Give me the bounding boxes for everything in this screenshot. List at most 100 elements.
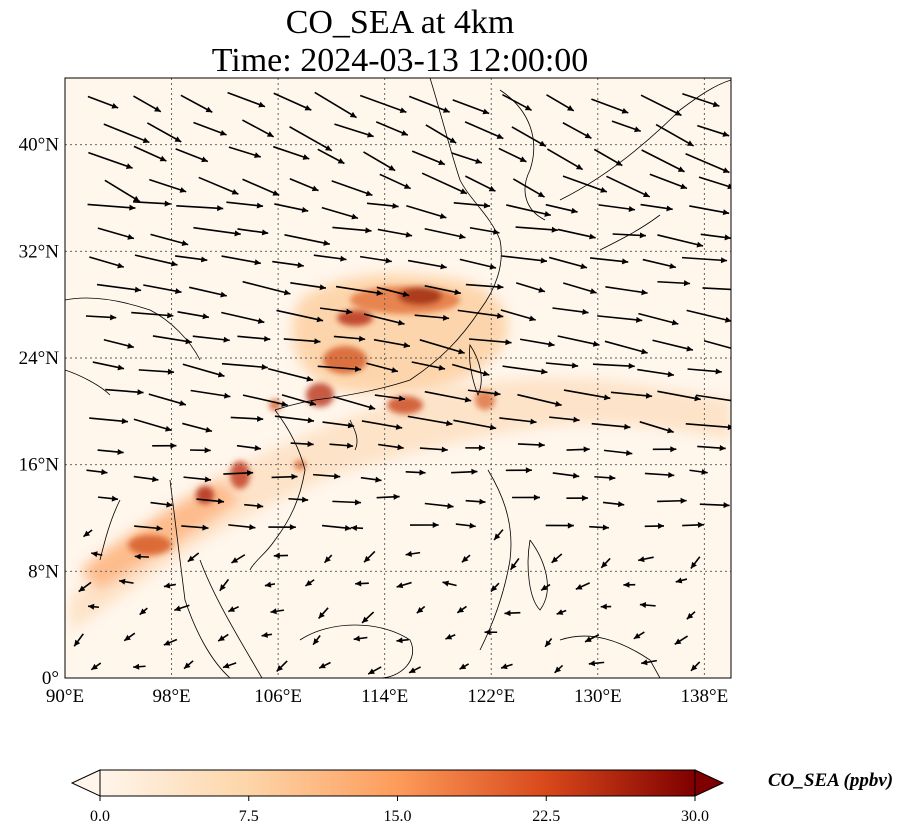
wind-arrow [314,91,357,119]
wind-arrow [312,473,341,480]
wind-arrow [545,522,574,529]
wind-arrow [690,661,701,672]
colorbar-extend-min [70,769,101,797]
x-tick-label: 122°E [467,686,515,707]
wind-arrow [274,415,315,424]
wind-arrow [442,580,457,587]
wind-arrow [268,524,296,531]
wind-arrow [652,446,677,453]
wind-arrow [375,121,409,136]
wind-arrow [150,501,173,508]
wind-arrow [319,307,353,315]
wind-arrow [453,419,497,431]
wind-arrow [272,260,304,269]
wind-arrow [464,175,496,192]
wind-arrow [515,282,546,293]
wind-arrow [97,227,135,240]
wind-arrow [649,173,688,190]
wind-arrow [515,226,558,233]
wind-arrow [546,94,575,112]
wind-arrow [273,552,289,559]
wind-arrow [464,121,504,140]
wind-arrow [484,629,498,636]
wind-arrow [152,442,177,449]
wind-arrow [591,422,631,430]
wind-arrow [242,178,280,196]
wind-arrow [544,637,553,648]
wind-arrow [281,394,317,406]
wind-arrow [183,476,212,483]
colorbar-extend-max [694,769,725,797]
map-subtitle-time: Time: 2024-03-13 12:00:00 [211,42,589,79]
wind-arrow [700,233,731,241]
wind-arrow [562,282,597,295]
colorbar-tick-label: 7.5 [239,808,259,825]
wind-arrow [545,203,578,214]
x-tick-label: 90°E [46,686,84,707]
wind-arrow [562,175,608,193]
wind-arrow [405,469,426,476]
wind-arrow [175,255,208,263]
wind-arrow [290,441,314,448]
wind-arrow [318,607,329,619]
wind-arrow [445,633,456,640]
wind-arrow [703,339,731,350]
co-concentration-field [70,274,731,630]
wind-arrow [498,147,527,163]
wind-arrow [455,522,476,529]
wind-arrow [549,416,580,423]
wind-arrow [366,362,399,373]
wind-arrow [367,666,382,675]
wind-arrow [321,524,352,531]
wind-arrow [698,176,731,190]
wind-arrow [682,93,720,108]
wind-arrow [85,314,117,321]
wind-arrow [244,502,264,509]
wind-arrow [575,582,590,590]
wind-arrow [424,502,454,510]
wind-arrow [96,283,142,293]
wind-arrow [461,554,471,563]
wind-arrow [87,203,136,211]
wind-arrow [457,309,504,319]
wind-arrow [379,173,411,190]
wind-arrow [350,524,364,531]
wind-arrow [419,446,448,453]
wind-arrow [88,151,133,169]
wind-arrow [90,662,102,671]
wind-arrow [104,179,141,203]
wind-arrow [193,226,241,237]
wind-arrow [465,498,486,505]
wind-arrow [562,122,592,139]
wind-arrow [451,468,478,475]
wind-arrow [411,150,446,166]
x-tick-label: 138°E [681,686,729,707]
wind-arrow [546,148,584,171]
wind-arrow [690,556,701,569]
wind-arrow [396,581,412,589]
wind-arrow [416,605,426,614]
wind-arrow [228,146,261,159]
wind-arrow [490,582,500,593]
wind-arrow [502,93,532,112]
wind-arrow [589,524,609,531]
wind-arrow [138,368,175,375]
map-frame [64,77,732,679]
wind-arrow [182,422,213,433]
wind-arrow [321,206,359,220]
wind-arrow [505,467,532,474]
wind-arrow [192,335,230,343]
wind-arrow [228,524,256,531]
colorbar-gradient [100,770,695,796]
wind-arrow [517,441,545,448]
wind-arrow [221,362,268,371]
wind-arrow [465,283,504,290]
wind-arrow [459,258,497,270]
wind-arrow [685,423,731,431]
wind-arrow [610,391,653,399]
wind-arrow [226,201,264,209]
wind-arrow [363,151,396,172]
wind-arrow [506,204,552,217]
wind-arrow [360,476,382,483]
wind-arrow [652,339,694,352]
